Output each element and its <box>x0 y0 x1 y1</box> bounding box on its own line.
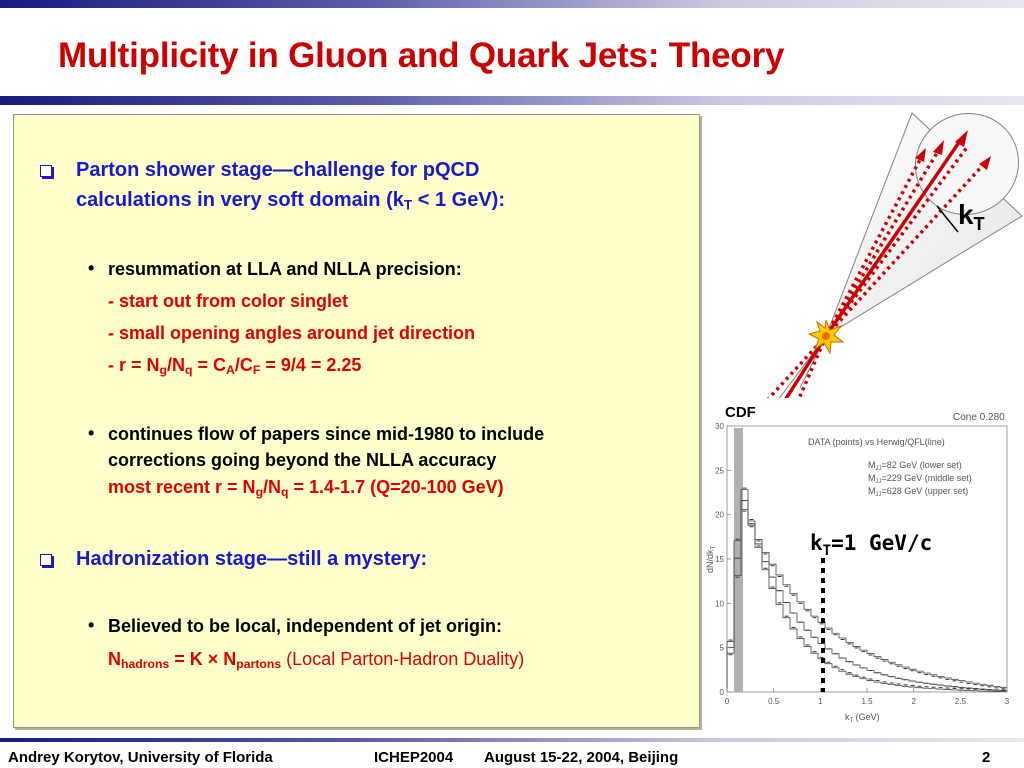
y-axis-ticks: 0 5 10 15 20 25 30 <box>715 422 731 697</box>
mc-histogram-line <box>726 509 1007 692</box>
footer-page-number: 2 <box>982 749 991 766</box>
top-gradient-bar <box>0 0 1024 8</box>
collision-star-icon <box>807 319 845 355</box>
slide-title: Multiplicity in Gluon and Quark Jets: Th… <box>58 36 785 75</box>
title-band <box>0 8 1024 96</box>
legend-entry-middle: MJJ=229 GeV (middle set) <box>868 473 972 485</box>
x-tick-label: 3 <box>1005 697 1010 706</box>
x-axis-ticks: 0 0.5 1 1.5 2 2.5 3 <box>725 688 1010 706</box>
y-tick-label: 20 <box>715 511 724 520</box>
round-bullet-icon: • <box>88 258 95 278</box>
sub1-dash1: - start out from color singlet <box>108 291 349 311</box>
kt-distribution-plot: 0 5 10 15 20 25 30 0 0.5 1 1.5 2 2.5 3 CDF Cone 0.28… <box>705 398 1015 728</box>
footer-dates: August 15-22, 2004, Beijing <box>484 749 679 766</box>
jet-axis-arrowhead <box>955 130 968 147</box>
content-box <box>13 114 700 728</box>
sub2-line1: continues flow of papers since mid-1980 … <box>108 424 545 444</box>
sub3-text: Believed to be local, independent of jet… <box>108 616 503 636</box>
round-bullet-icon: • <box>88 615 95 635</box>
jet-cone-opening <box>914 112 1020 216</box>
jet-cone-diagram: kT <box>758 112 1023 408</box>
sub1-dash2: - small opening angles around jet direct… <box>108 323 476 343</box>
plot-frame <box>726 425 1008 693</box>
mc-histogram-line <box>726 500 1007 692</box>
histograms <box>726 487 1007 692</box>
gluon-dotted-line <box>793 335 828 408</box>
y-tick-label: 5 <box>720 644 725 653</box>
y-tick-label: 10 <box>715 599 724 608</box>
gluon-dotted-line <box>824 155 924 337</box>
sub2-line2: corrections going beyond the NLLA accura… <box>108 450 497 470</box>
x-axis-label: kT (GeV) <box>845 712 880 724</box>
round-bullet-icon: • <box>88 423 95 443</box>
kt-marker-label: kT=1 GeV/c <box>810 531 932 559</box>
sub1-text: resummation at LLA and NLLA precision: <box>108 259 462 279</box>
y-tick-label: 25 <box>715 466 724 475</box>
mc-histogram-line <box>726 489 1007 692</box>
bullet1-line2: calculations in very soft domain (kT < 1… <box>76 189 505 213</box>
x-tick-label: 1.5 <box>861 697 873 706</box>
cdf-label: CDF <box>725 404 756 421</box>
footer-gradient-bar <box>0 738 1024 742</box>
sub2-line3: most recent r = Ng/Nq = 1.4-1.7 (Q=20-10… <box>108 477 504 500</box>
cone-label: Cone 0.280 <box>953 412 1005 423</box>
sub1-dash3: - r = Ng/Nq = CA/CF = 9/4 = 2.25 <box>108 355 362 378</box>
kt-indicator-line <box>936 205 959 233</box>
arrowhead <box>915 148 926 162</box>
legend-entry-lower: MJJ=82 GeV (lower set) <box>868 460 962 472</box>
arrowhead <box>979 156 991 170</box>
footer-author: Andrey Korytov, University of Florida <box>8 749 273 766</box>
arrowhead <box>933 140 944 155</box>
legend-entry-upper: MJJ=628 GeV (upper set) <box>868 486 968 498</box>
gluon-dotted-line <box>824 147 942 337</box>
x-tick-label: 0 <box>725 697 730 706</box>
y-tick-label: 15 <box>715 555 724 564</box>
x-tick-label: 2.5 <box>955 697 967 706</box>
legend-title: DATA (points) vs Herwig/QFL(line) <box>808 437 945 447</box>
jet-axis-line <box>824 137 964 337</box>
x-tick-label: 1 <box>818 697 823 706</box>
y-axis-label: dN/dkT <box>705 545 717 573</box>
footer: Andrey Korytov, University of Florida IC… <box>0 738 1024 768</box>
x-tick-label: 2 <box>911 697 916 706</box>
sub3-line2: Nhadrons = K × Npartons (Local Parton-Ha… <box>108 649 525 672</box>
gluon-dotted-line <box>824 144 970 338</box>
y-tick-label: 0 <box>720 688 725 697</box>
x-tick-label: 0.5 <box>768 697 780 706</box>
y-tick-label: 30 <box>715 422 724 431</box>
square-bullet-icon <box>40 554 52 566</box>
excluded-region-band <box>734 428 743 692</box>
bullet1-line1: Parton shower stage—challenge for pQCD <box>76 159 480 181</box>
kt-label: kT <box>958 199 985 234</box>
bullet2-text: Hadronization stage—still a mystery: <box>76 548 428 570</box>
quark-jet-line-back <box>778 335 828 408</box>
title-underline-bar <box>0 96 1024 105</box>
footer-conference: ICHEP2004 <box>374 749 454 766</box>
square-bullet-icon <box>40 165 52 177</box>
